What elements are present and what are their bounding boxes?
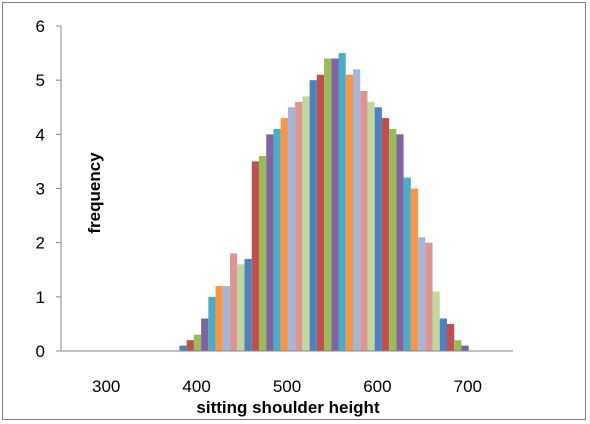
- histogram-bar: [345, 74, 353, 351]
- histogram-bar: [425, 242, 433, 351]
- chart-frame: 0 1 2 3 4 5 6 300 400 500 600 700 sitting shoulder…: [2, 2, 586, 420]
- y-tick-label: 6: [36, 17, 45, 36]
- histogram-bar: [410, 188, 419, 351]
- histogram-bar: [287, 107, 296, 351]
- histogram-bar: [418, 237, 426, 351]
- x-tick-label: 600: [363, 377, 391, 396]
- histogram-bar: [389, 128, 397, 351]
- histogram-bar: [316, 74, 325, 351]
- histogram-bar: [338, 53, 346, 351]
- histogram-chart: 0 1 2 3 4 5 6 300 400 500 600 700 sitting shoulder…: [36, 17, 513, 417]
- histogram-bar: [186, 340, 194, 351]
- y-ticks-group: 0 1 2 3 4 5 6: [36, 17, 61, 361]
- histogram-bar: [244, 258, 252, 351]
- y-tick-label: 1: [36, 288, 45, 307]
- histogram-bar: [222, 286, 231, 351]
- y-axis-title: frequency: [85, 152, 104, 234]
- histogram-bar: [230, 253, 238, 351]
- histogram-bar: [237, 264, 245, 351]
- bars-group: [179, 53, 469, 352]
- y-tick-label: 0: [36, 342, 45, 361]
- histogram-bar: [447, 323, 455, 351]
- histogram-bar: [193, 334, 202, 351]
- x-tick-label: 700: [454, 377, 482, 396]
- histogram-bar: [324, 58, 332, 351]
- histogram-bar: [403, 177, 411, 351]
- histogram-bar: [179, 345, 187, 351]
- histogram-bar: [280, 118, 288, 351]
- histogram-bar: [258, 156, 267, 351]
- histogram-bar: [439, 318, 448, 351]
- y-tick-label: 4: [36, 125, 45, 144]
- histogram-bar: [331, 58, 339, 351]
- histogram-bar: [251, 161, 259, 351]
- histogram-bar: [381, 118, 390, 351]
- histogram-bar: [374, 107, 382, 351]
- x-tick-label: 500: [273, 377, 301, 396]
- histogram-bar: [396, 134, 404, 351]
- histogram-bar: [454, 340, 462, 351]
- histogram-bar: [352, 69, 361, 351]
- histogram-bar: [215, 286, 223, 351]
- y-tick-label: 3: [36, 180, 45, 199]
- histogram-bar: [273, 128, 281, 351]
- y-tick-label: 5: [36, 71, 45, 90]
- y-tick-label: 2: [36, 234, 45, 253]
- histogram-bar: [360, 91, 368, 351]
- histogram-bar: [309, 80, 317, 352]
- histogram-bar: [295, 101, 303, 351]
- x-ticks-group: 300 400 500 600 700: [92, 377, 482, 396]
- histogram-bar: [461, 345, 469, 351]
- histogram-bar: [432, 291, 440, 351]
- histogram-bar: [302, 96, 310, 351]
- histogram-bar: [201, 318, 209, 351]
- x-axis-title: sitting shoulder height: [196, 398, 380, 417]
- x-tick-label: 300: [92, 377, 120, 396]
- x-tick-label: 400: [182, 377, 210, 396]
- histogram-bar: [266, 134, 274, 351]
- histogram-bar: [367, 101, 375, 351]
- histogram-bar: [208, 296, 216, 351]
